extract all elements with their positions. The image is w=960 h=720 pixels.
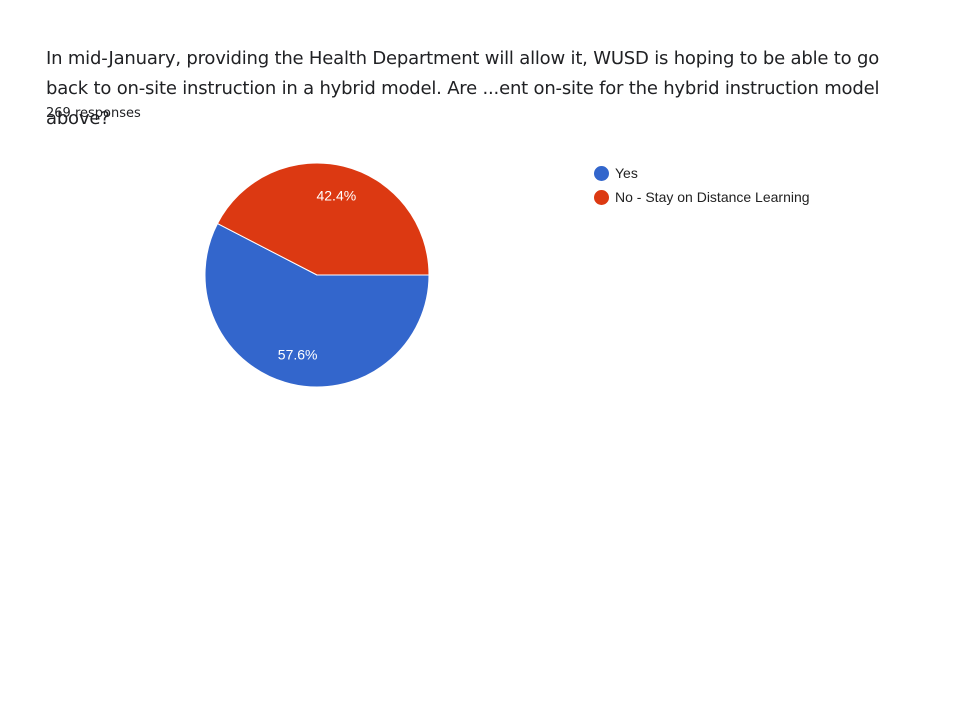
- legend-swatch-no-distance-learning: [594, 189, 609, 205]
- question-title: In mid-January, providing the Health Dep…: [46, 44, 926, 134]
- pie-label-no-distance-learning: 42.4%: [316, 188, 356, 204]
- legend-item-no-distance-learning[interactable]: No - Stay on Distance Learning: [594, 185, 810, 209]
- legend-item-yes[interactable]: Yes: [594, 161, 810, 185]
- response-count: 269 responses: [46, 106, 141, 121]
- pie-label-yes: 57.6%: [278, 346, 318, 362]
- question-title-line-2: back to on-site instruction in a hybrid …: [46, 78, 880, 129]
- legend-label-yes: Yes: [615, 165, 638, 181]
- legend-label-no-distance-learning: No - Stay on Distance Learning: [615, 189, 810, 205]
- chart-legend: Yes No - Stay on Distance Learning: [594, 161, 810, 209]
- pie-slice-no-distance-learning[interactable]: [216, 162, 430, 276]
- legend-swatch-yes: [594, 165, 609, 181]
- question-title-line-1: In mid-January, providing the Health Dep…: [46, 48, 880, 69]
- pie-slice-yes[interactable]: [204, 222, 430, 388]
